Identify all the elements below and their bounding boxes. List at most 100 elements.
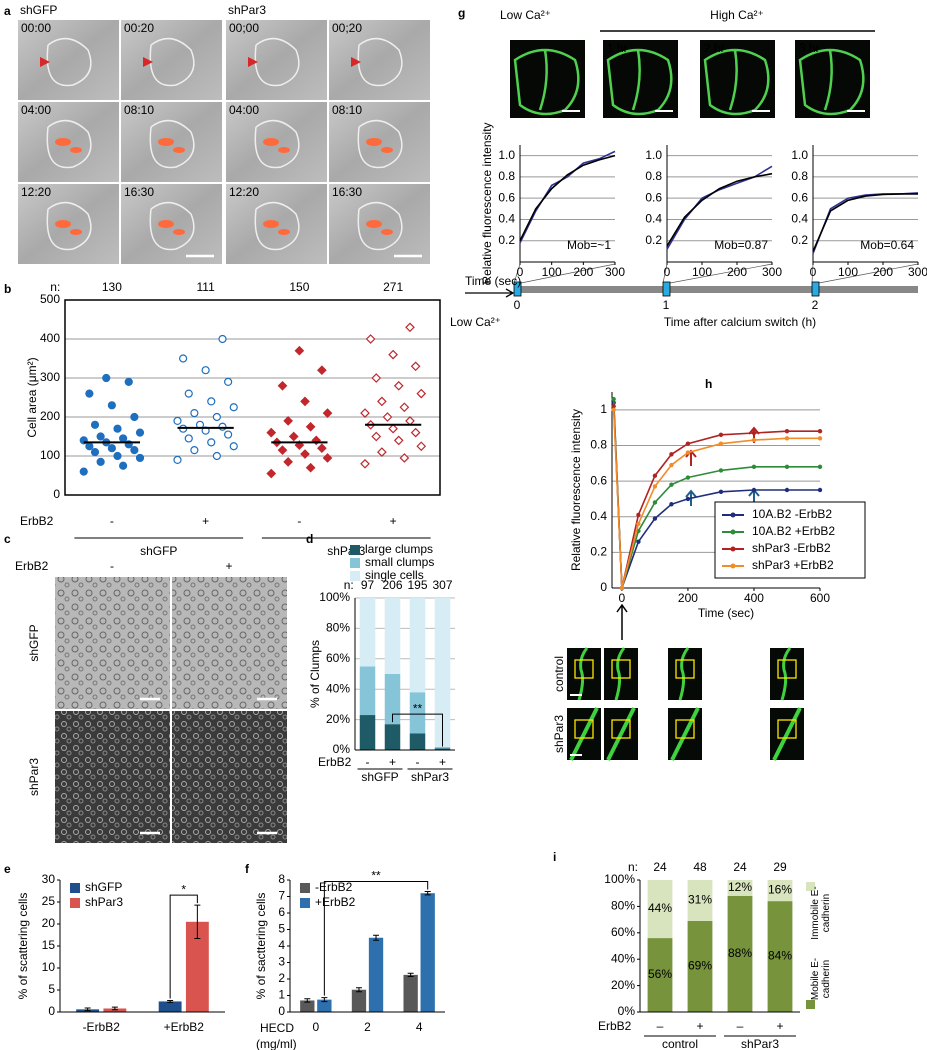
- significance-label: **: [371, 869, 381, 883]
- y-tick-label: 0: [600, 580, 607, 594]
- point: [377, 447, 387, 457]
- legend-label: Immobile E-cadherin: [810, 886, 832, 940]
- panel-label: e: [4, 862, 11, 876]
- bar: [351, 989, 367, 1012]
- arrowhead: [248, 57, 258, 67]
- point: [90, 448, 100, 457]
- x-tick-label: -: [416, 755, 420, 769]
- bar-segment: [687, 920, 713, 1012]
- series-line: [812, 193, 918, 252]
- value-label: 56%: [648, 967, 672, 981]
- y-tick-label: 0.4: [645, 212, 662, 226]
- condition-label: High Ca²⁺: [710, 8, 764, 22]
- x-tick-label: 300: [762, 265, 782, 279]
- x-tick-label: 200: [573, 265, 593, 279]
- cell-outline: [149, 37, 195, 87]
- y-tick-label: 30: [42, 872, 56, 886]
- cell-outline: [357, 37, 403, 87]
- value-label: 84%: [768, 949, 792, 963]
- x-tick-label: 0: [312, 1020, 319, 1034]
- n-value: 24: [733, 860, 747, 874]
- bar-segment: [434, 598, 451, 747]
- point: [173, 416, 182, 425]
- point: [218, 334, 227, 344]
- tracked-cell: [70, 229, 82, 235]
- x-tick-label: +: [202, 514, 209, 528]
- error-bar: [111, 1006, 118, 1011]
- legend-marker: [730, 512, 736, 518]
- y-axis-label: % of Clumps: [308, 640, 322, 708]
- point: [130, 412, 139, 422]
- micrograph: [604, 648, 638, 700]
- cell-outline: [149, 119, 195, 169]
- point: [377, 396, 387, 407]
- cell-outline: [357, 201, 403, 251]
- n-value: 195: [407, 578, 427, 592]
- zoom-line: [669, 263, 773, 284]
- point: [322, 453, 333, 463]
- point: [266, 427, 277, 438]
- x-tick-label: 2: [364, 1020, 371, 1034]
- point: [266, 468, 277, 479]
- point: [300, 449, 310, 459]
- point: [399, 402, 410, 413]
- tracked-cell: [278, 229, 290, 235]
- point: [751, 437, 757, 443]
- junction: [569, 707, 599, 761]
- y-tick-label: 0.2: [590, 545, 607, 559]
- legend-swatch: [300, 898, 310, 908]
- tracked-cell: [158, 138, 174, 146]
- point: [817, 429, 823, 434]
- point: [124, 377, 133, 386]
- n-label: n:: [50, 280, 60, 294]
- junction: [614, 647, 626, 701]
- x-axis-label: Time (sec): [698, 606, 754, 620]
- legend-swatch: [350, 558, 360, 568]
- point: [360, 408, 370, 418]
- n-value: 29: [773, 860, 787, 874]
- x-tick-label: +: [439, 755, 446, 769]
- timeline-tick-label: 2: [812, 298, 819, 312]
- x-axis-label: HECD: [260, 1021, 294, 1035]
- value-label: 69%: [688, 959, 712, 973]
- micrograph: [172, 577, 287, 709]
- error-bar: [167, 1000, 174, 1003]
- error-bar: [407, 972, 414, 978]
- x-tick-label: -: [110, 514, 114, 528]
- timestamp: 00:20: [124, 21, 154, 35]
- panel-label: a: [4, 4, 11, 18]
- panel-label: h: [705, 377, 712, 391]
- point: [107, 444, 116, 453]
- series-line: [612, 402, 820, 589]
- legend-swatch: [300, 883, 310, 893]
- point: [190, 446, 199, 455]
- y-tick-label: 500: [40, 292, 60, 306]
- point: [212, 412, 221, 422]
- point: [751, 464, 757, 470]
- point: [784, 487, 790, 493]
- zoom-line: [520, 263, 616, 284]
- point: [652, 484, 658, 489]
- y-tick-label: 3: [278, 955, 285, 969]
- error-bar: [355, 987, 362, 993]
- y-tick-label: 0.8: [498, 169, 515, 183]
- point: [305, 462, 316, 473]
- y-tick-label: 0.8: [791, 169, 808, 183]
- x-tick-label: 0: [619, 591, 626, 605]
- membrane: [798, 48, 865, 116]
- micrograph: [668, 648, 702, 700]
- cell-outline: [46, 37, 92, 87]
- zoom-line: [662, 263, 668, 284]
- bar: [403, 974, 418, 1012]
- bar-segment: [434, 746, 451, 749]
- image-time: 1 hr: [607, 41, 628, 55]
- point: [119, 461, 128, 470]
- point: [207, 397, 216, 406]
- group-label: shPar3: [411, 770, 449, 784]
- micrograph: [18, 20, 119, 100]
- timestamp: 00:00: [21, 21, 51, 35]
- point: [652, 473, 658, 478]
- timestamp: 16:30: [332, 185, 362, 199]
- error-bar: [304, 998, 311, 1003]
- point: [135, 428, 145, 437]
